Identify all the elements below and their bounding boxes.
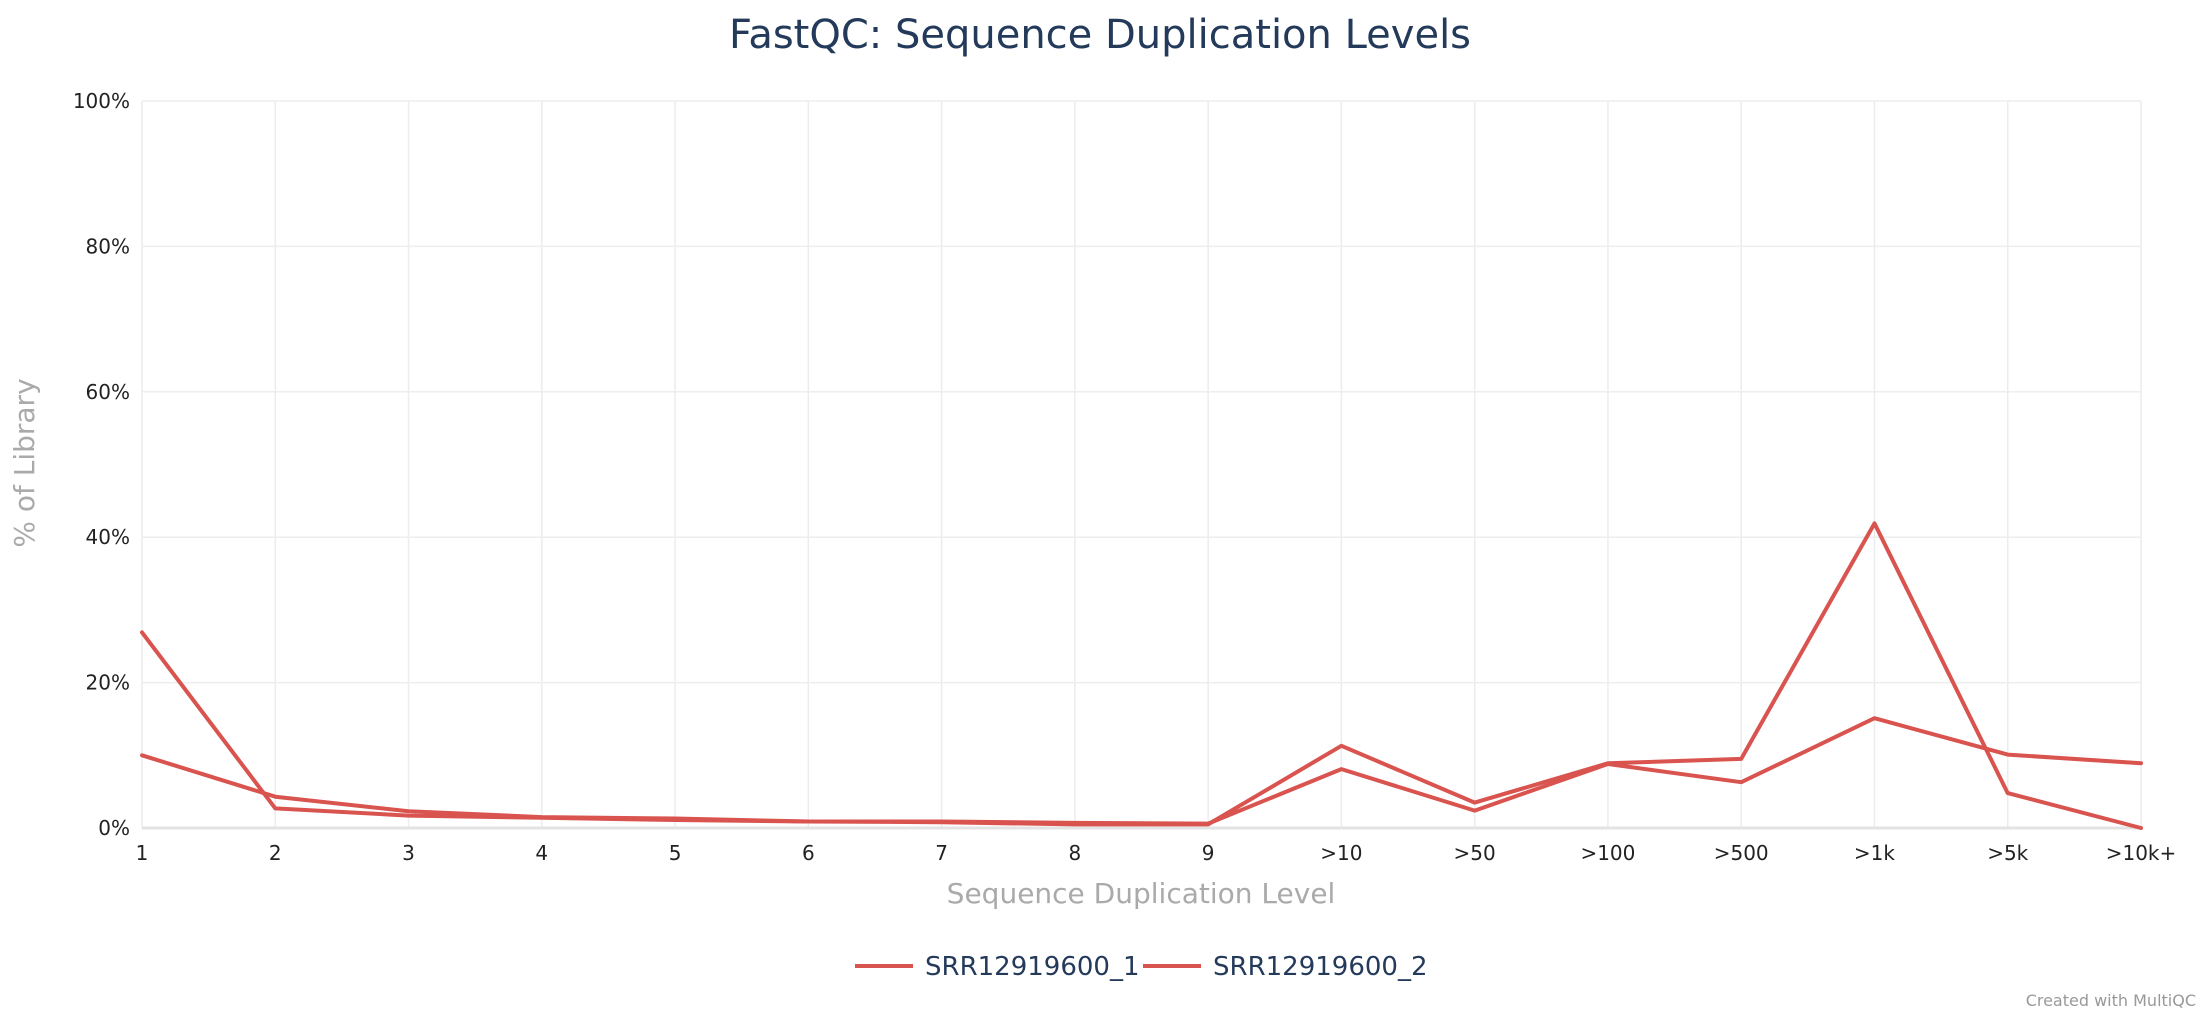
x-axis-ticks: 1 2 3 4 5 6 7 8 9 >10 >50 >100 >500 >1k >5k >10k+ <box>136 841 2177 865</box>
x-tick-label: >10k+ <box>2106 841 2177 865</box>
x-tick-label: >50 <box>1454 841 1496 865</box>
x-tick-label: 2 <box>269 841 282 865</box>
legend-label: SRR12919600_2 <box>1213 952 1428 982</box>
x-tick-label: >500 <box>1714 841 1769 865</box>
x-tick-label: 3 <box>402 841 415 865</box>
legend-item[interactable]: SRR12919600_1 <box>855 952 1140 982</box>
grid <box>141 100 2142 830</box>
y-tick-label: 40% <box>86 525 130 549</box>
y-tick-label: 0% <box>98 816 130 840</box>
legend[interactable]: SRR12919600_1 SRR12919600_2 <box>855 952 1428 982</box>
series-lines <box>140 521 2143 830</box>
y-axis-ticks: 0% 20% 40% 60% 80% 100% <box>73 89 130 840</box>
x-tick-label: 8 <box>1068 841 1081 865</box>
x-axis-label: Sequence Duplication Level <box>947 877 1336 910</box>
x-tick-label: 7 <box>935 841 948 865</box>
x-tick-label: >1k <box>1854 841 1895 865</box>
x-tick-label: >100 <box>1580 841 1635 865</box>
y-tick-label: 100% <box>73 89 130 113</box>
y-tick-label: 60% <box>86 380 130 404</box>
legend-item[interactable]: SRR12919600_2 <box>1143 952 1428 982</box>
series-line[interactable] <box>140 716 2143 826</box>
series-line[interactable] <box>140 521 2143 830</box>
x-tick-label: 9 <box>1202 841 1215 865</box>
chart-title: FastQC: Sequence Duplication Levels <box>729 12 1471 58</box>
y-axis-label: % of Library <box>8 378 41 547</box>
y-tick-label: 80% <box>86 234 130 258</box>
x-tick-label: 6 <box>802 841 815 865</box>
x-tick-label: 4 <box>535 841 548 865</box>
legend-label: SRR12919600_1 <box>925 952 1140 982</box>
y-tick-label: 20% <box>86 671 130 695</box>
x-tick-label: 5 <box>669 841 682 865</box>
x-tick-label: >5k <box>1987 841 2028 865</box>
x-tick-label: 1 <box>136 841 149 865</box>
x-tick-label: >10 <box>1320 841 1362 865</box>
credit-text: Created with MultiQC <box>2026 991 2196 1010</box>
